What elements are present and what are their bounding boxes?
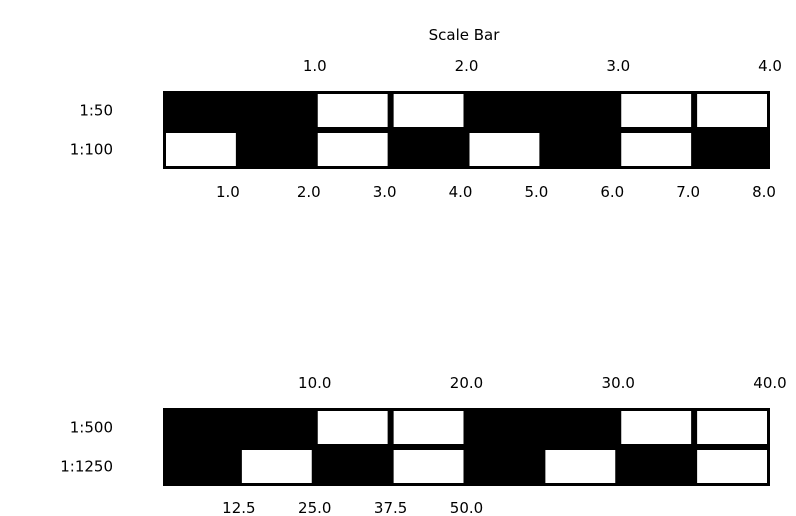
bottom-tick-label: 6.0	[600, 183, 624, 201]
top-tick-label: 2.0	[455, 57, 479, 75]
bottom-tick-label: 7.0	[676, 183, 700, 201]
scale-segment-empty	[697, 450, 767, 483]
bottom-tick-label: 2.0	[297, 183, 321, 201]
bottom-tick-label: 8.0	[752, 183, 776, 201]
bottom-tick-label: 37.5	[374, 499, 407, 516]
scale-segment-filled	[163, 447, 239, 486]
scale-segment-empty	[166, 133, 236, 166]
bottom-tick-label: 12.5	[222, 499, 255, 516]
scale-row-label: 1:1250	[60, 458, 113, 476]
scale-segment-empty	[317, 94, 388, 127]
bottom-tick-label: 3.0	[373, 183, 397, 201]
top-tick-label: 3.0	[606, 57, 630, 75]
scale-segment-empty	[393, 411, 464, 444]
bottom-tick-label: 5.0	[524, 183, 548, 201]
scale-segment-filled	[314, 447, 391, 486]
scale-segment-filled	[466, 447, 543, 486]
scale-segment-empty	[469, 133, 540, 166]
scale-segment-filled	[542, 408, 619, 447]
scale-segment-empty	[621, 411, 692, 444]
scale-segment-filled	[390, 130, 467, 169]
scale-segment-filled	[466, 408, 543, 447]
scale-segment-filled	[542, 130, 619, 169]
scale-segment-empty	[621, 133, 692, 166]
scale-segment-filled	[163, 91, 239, 130]
scale-segment-empty	[621, 94, 692, 127]
scale-segment-filled	[466, 91, 543, 130]
scale-segment-empty	[393, 450, 464, 483]
bottom-tick-label: 1.0	[216, 183, 240, 201]
top-tick-label: 10.0	[298, 374, 331, 392]
scale-segment-empty	[545, 450, 616, 483]
scale-segment-filled	[238, 130, 315, 169]
top-tick-label: 1.0	[303, 57, 327, 75]
scale-panel-2: 10.0 20.0 30.0 40.0 1:500 1:1250 12.5 25.0 37.5 5…	[60, 374, 786, 516]
scale-row-label: 1:100	[70, 141, 113, 159]
scale-segment-filled	[694, 130, 770, 169]
scale-segment-filled	[238, 408, 315, 447]
diagram-title: Scale Bar	[429, 26, 501, 44]
top-tick-label: 4.0	[758, 57, 782, 75]
scale-row-label: 1:50	[79, 102, 113, 120]
scale-segment-empty	[697, 411, 767, 444]
scale-segment-filled	[238, 91, 315, 130]
scale-segment-empty	[393, 94, 464, 127]
bottom-tick-label: 50.0	[450, 499, 483, 516]
top-tick-label: 30.0	[602, 374, 635, 392]
bottom-tick-label: 4.0	[449, 183, 473, 201]
scale-panel-1: 1.0 2.0 3.0 4.0 1:50 1:100 1.0 2.0 3.0 4.0 5.0 6.0 7…	[70, 57, 782, 201]
scale-segment-empty	[697, 94, 767, 127]
scale-segment-filled	[618, 447, 695, 486]
scale-segment-filled	[542, 91, 619, 130]
scale-row-label: 1:500	[70, 419, 113, 437]
scale-segment-empty	[317, 411, 388, 444]
bottom-tick-label: 25.0	[298, 499, 331, 516]
top-tick-label: 40.0	[753, 374, 786, 392]
scale-segment-empty	[317, 133, 388, 166]
top-tick-label: 20.0	[450, 374, 483, 392]
scale-segment-filled	[163, 408, 239, 447]
scale-segment-empty	[241, 450, 312, 483]
